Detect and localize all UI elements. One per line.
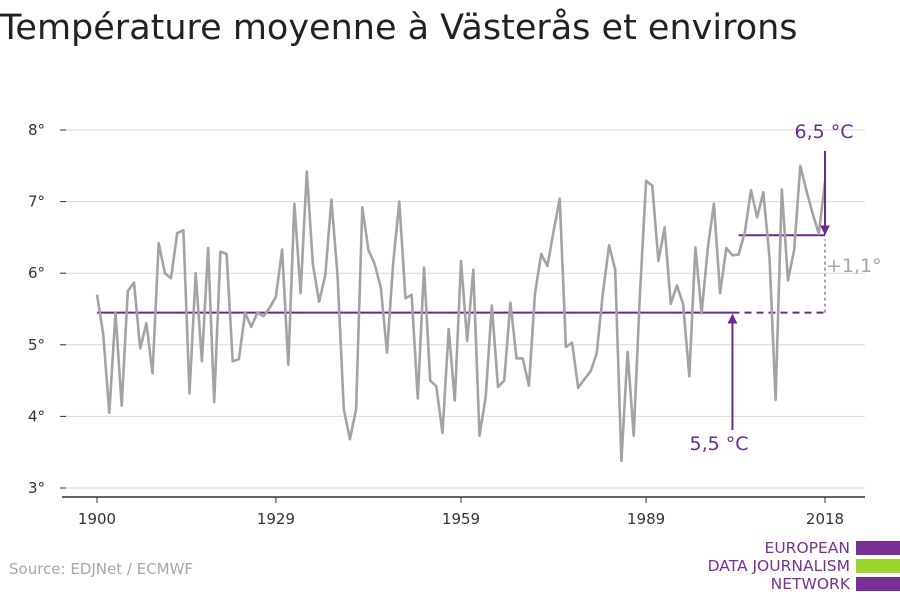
series-layer bbox=[95, 164, 827, 463]
y-tick-label: 7° bbox=[28, 193, 45, 211]
new-average-label: 6,5 °C bbox=[794, 121, 853, 143]
logo-line: EUROPEAN bbox=[764, 539, 850, 557]
chart-title: Température moyenne à Västerås et enviro… bbox=[0, 8, 798, 48]
y-tick-label: 6° bbox=[28, 264, 45, 282]
series-line bbox=[95, 164, 827, 463]
x-tick-label: 1989 bbox=[627, 510, 665, 528]
x-tick-label: 1959 bbox=[442, 510, 480, 528]
logo-bar bbox=[856, 541, 900, 555]
reference-lines bbox=[97, 234, 825, 314]
x-tick-label: 1900 bbox=[78, 510, 116, 528]
logo-line: NETWORK bbox=[770, 575, 850, 593]
logo-bar bbox=[856, 559, 900, 573]
delta-label: +1,1° bbox=[826, 255, 882, 277]
source-note: Source: EDJNet / ECMWF bbox=[9, 560, 194, 578]
y-tick-label: 8° bbox=[28, 121, 45, 139]
y-tick-label: 4° bbox=[28, 407, 45, 425]
logo-text: EUROPEAN DATA JOURNALISM NETWORK bbox=[708, 539, 850, 593]
y-tick-label: 5° bbox=[28, 336, 45, 354]
annotations: 6,5 °C 5,5 °C +1,1° bbox=[689, 121, 881, 455]
logo-bar bbox=[856, 577, 900, 591]
edjnet-logo: EUROPEAN DATA JOURNALISM NETWORK bbox=[700, 539, 900, 595]
logo-line: DATA JOURNALISM bbox=[707, 557, 850, 575]
x-tick-label: 1929 bbox=[257, 510, 295, 528]
old-average-label: 5,5 °C bbox=[689, 433, 748, 455]
axes: 3° 4° 5° 6° 7° 8° 1900 1929 1959 1989 2018 bbox=[28, 121, 865, 528]
y-tick-label: 3° bbox=[28, 479, 45, 497]
x-tick-label: 2018 bbox=[806, 510, 844, 528]
